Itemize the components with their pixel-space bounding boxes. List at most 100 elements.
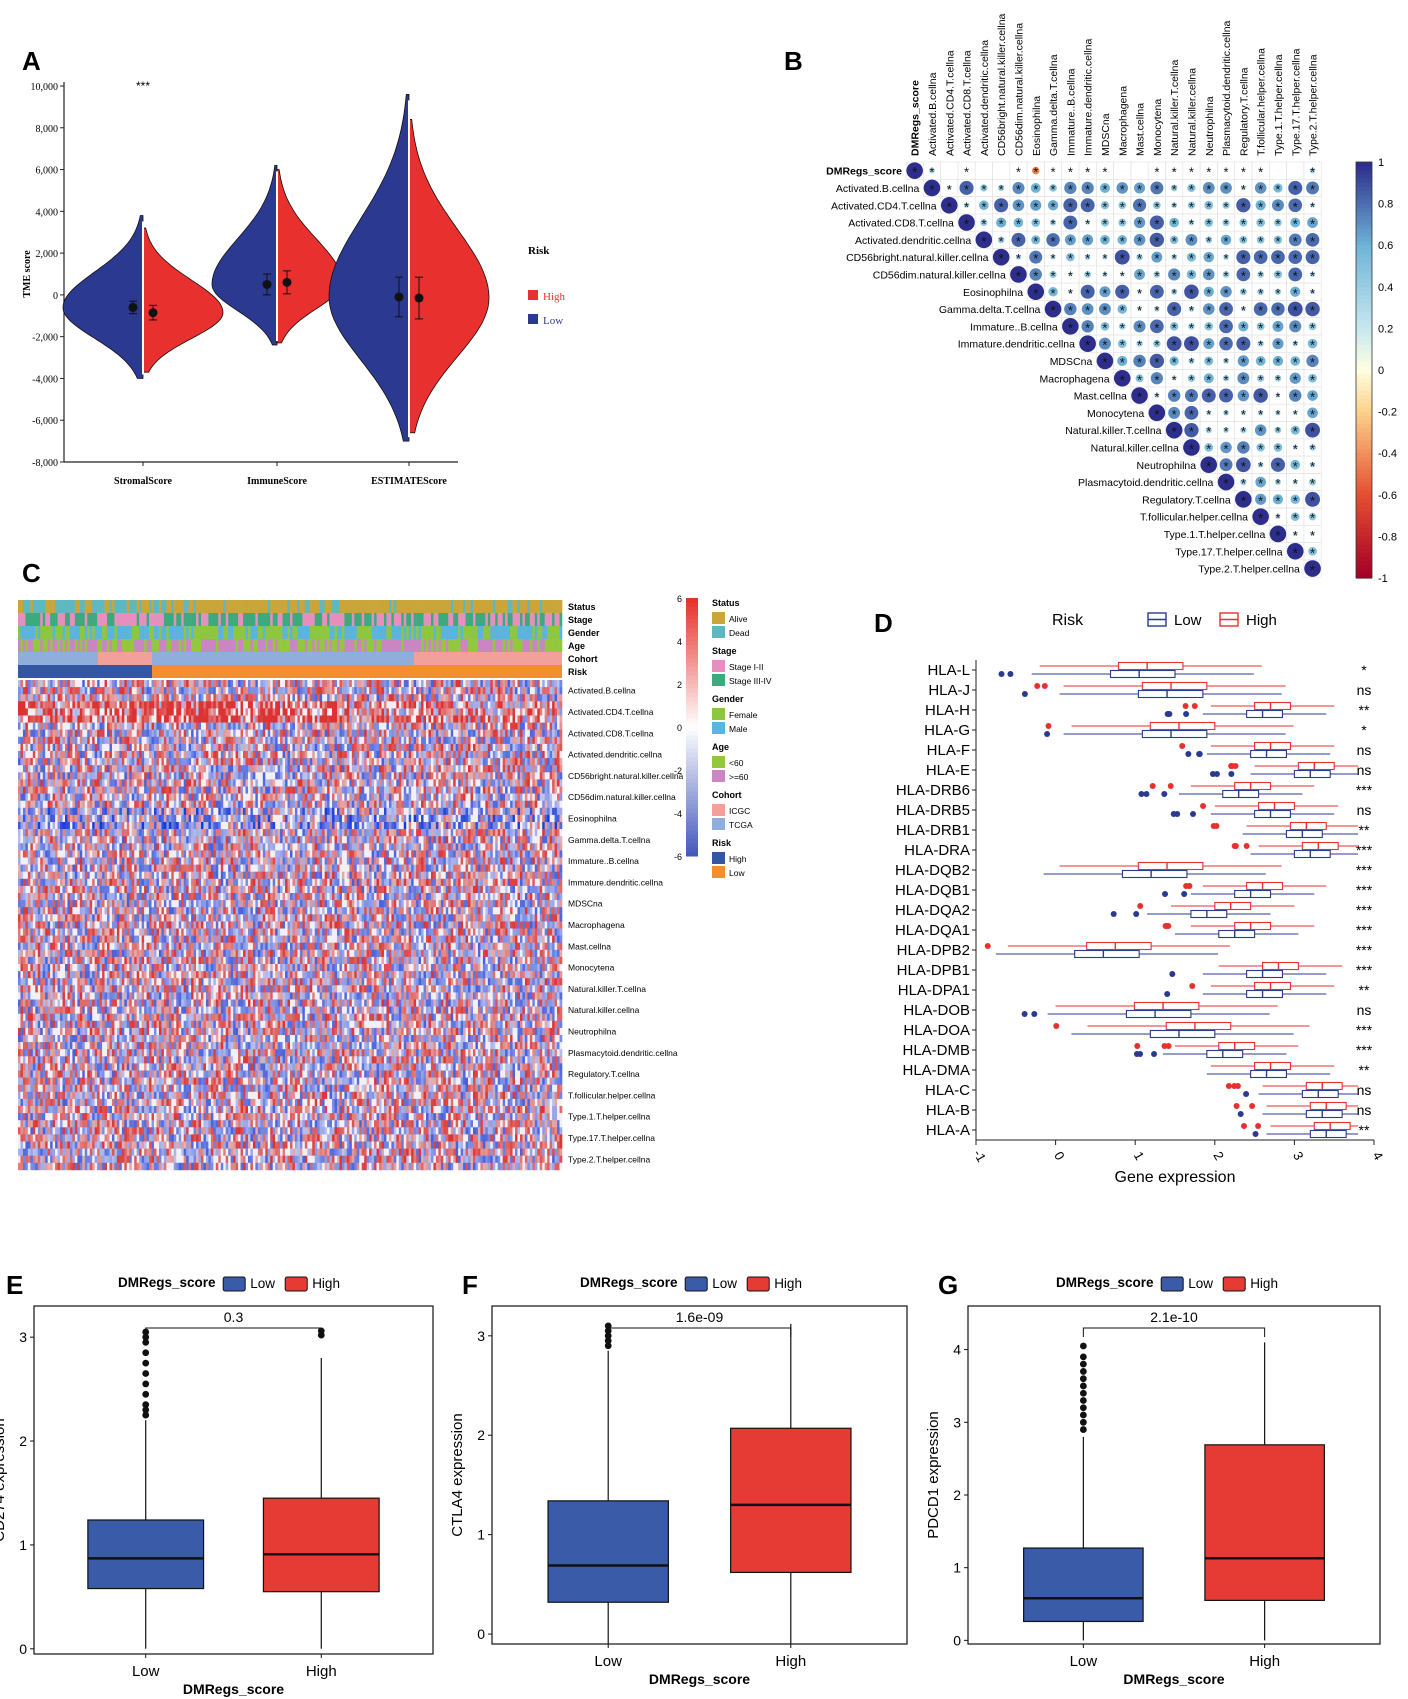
b-star: * xyxy=(1241,441,1246,456)
c-anno-cell xyxy=(346,626,350,639)
b-star: * xyxy=(1085,320,1090,335)
b-colorbar-slice xyxy=(1356,211,1372,217)
c-heat-cell xyxy=(282,708,286,716)
c-heat-cell xyxy=(324,736,328,745)
c-heat-cell xyxy=(430,715,434,723)
c-heat-cell xyxy=(243,758,246,766)
c-heat-cell xyxy=(507,765,511,773)
c-heat-cell xyxy=(537,765,541,773)
a-ytick-label: 4,000 xyxy=(36,207,59,218)
c-heat-cell xyxy=(50,715,53,723)
c-heat-cell xyxy=(124,722,128,730)
c-heat-cell xyxy=(134,694,137,702)
c-heat-cell xyxy=(82,765,86,773)
c-heat-cell xyxy=(416,722,419,730)
c-heat-cell xyxy=(388,715,392,723)
c-anno-cell xyxy=(225,613,229,626)
c-heat-cell xyxy=(121,751,125,759)
c-heat-cell xyxy=(141,751,145,759)
c-heat-cell xyxy=(515,694,518,702)
c-heat-cell xyxy=(297,708,301,716)
c-anno-cell xyxy=(314,600,318,613)
c-heat-cell xyxy=(277,687,281,695)
b-star: * xyxy=(1241,251,1246,266)
c-heat-cell xyxy=(544,751,548,759)
c-anno-cell xyxy=(146,600,150,613)
b-colorbar-slice xyxy=(1356,428,1372,433)
c-heat-cell xyxy=(196,772,199,780)
b-star: * xyxy=(1172,320,1177,335)
c-heat-cell xyxy=(401,743,405,752)
c-anno-cell xyxy=(32,600,36,613)
c-heat-cell xyxy=(218,715,222,723)
c-heat-cell xyxy=(136,708,140,716)
c-heat-cell xyxy=(223,722,227,730)
c-heat-cell xyxy=(413,722,417,730)
c-anno-cell xyxy=(374,639,377,652)
c-anno-cell xyxy=(519,613,523,626)
c-anno-cell xyxy=(492,600,496,613)
b-star: * xyxy=(1051,268,1056,283)
c-heat-cell xyxy=(435,743,439,752)
c-heat-cell xyxy=(203,680,207,688)
b-star: * xyxy=(1241,217,1246,232)
c-anno-cell xyxy=(228,613,231,626)
c-heat-cell xyxy=(463,736,466,745)
c-heat-cell xyxy=(314,722,318,730)
c-anno-cell xyxy=(413,639,417,652)
c-heat-cell xyxy=(398,743,402,752)
c-heat-cell xyxy=(458,701,461,709)
c-heat-cell xyxy=(450,743,454,752)
c-heat-cell xyxy=(413,729,417,738)
c-heat-cell xyxy=(82,694,86,702)
c-heat-cell xyxy=(176,729,180,738)
b-colorbar-tick: -1 xyxy=(1378,573,1388,585)
c-anno-cell xyxy=(213,626,217,639)
c-anno-cell xyxy=(552,639,555,652)
c-heat-cell xyxy=(35,701,39,709)
c-anno-cell xyxy=(250,600,254,613)
b-star: * xyxy=(1275,320,1280,335)
c-anno-cell xyxy=(35,639,39,652)
c-anno-cell xyxy=(243,626,246,639)
c-heat-cell xyxy=(116,729,120,738)
c-heat-cell xyxy=(131,772,135,780)
b-star: * xyxy=(1275,493,1280,508)
c-heat-cell xyxy=(22,729,26,738)
c-heat-cell xyxy=(537,715,541,723)
c-anno-cell xyxy=(319,626,323,639)
c-anno-cell xyxy=(57,626,61,639)
c-heat-cell xyxy=(408,708,412,716)
b-star: * xyxy=(1172,199,1177,214)
c-anno-cell xyxy=(470,639,474,652)
c-heat-cell xyxy=(374,680,377,688)
c-heat-cell xyxy=(532,743,536,752)
c-heat-cell xyxy=(544,694,548,702)
c-heat-cell xyxy=(267,715,271,723)
c-anno-cell xyxy=(215,626,219,639)
c-heat-cell xyxy=(359,694,363,702)
c-anno-cell xyxy=(411,613,414,626)
c-heat-cell xyxy=(480,715,484,723)
c-heat-cell xyxy=(89,687,93,695)
c-heat-cell xyxy=(423,694,427,702)
c-heat-cell xyxy=(369,701,372,709)
c-heat-cell xyxy=(312,680,316,688)
c-heat-cell xyxy=(45,701,48,709)
c-heat-cell xyxy=(77,736,81,745)
c-heat-cell xyxy=(270,765,273,773)
c-anno-cell xyxy=(282,600,286,613)
c-heat-cell xyxy=(364,765,367,773)
c-heat-cell xyxy=(468,715,471,723)
c-heat-cell xyxy=(223,687,227,695)
c-heat-cell xyxy=(539,758,543,766)
c-heat-cell xyxy=(322,751,325,759)
c-anno-cell xyxy=(69,639,73,652)
c-anno-cell xyxy=(77,639,81,652)
c-anno-cell xyxy=(497,626,501,639)
c-heat-cell xyxy=(304,758,308,766)
b-colorbar-slice xyxy=(1356,290,1372,296)
c-anno-cell xyxy=(245,613,249,626)
c-heat-cell xyxy=(265,722,269,730)
c-heat-cell xyxy=(154,708,157,716)
